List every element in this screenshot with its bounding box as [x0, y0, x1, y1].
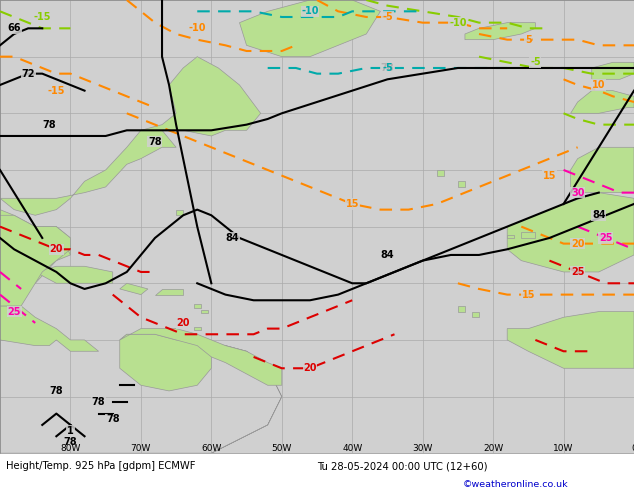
Text: ©weatheronline.co.uk: ©weatheronline.co.uk: [463, 480, 569, 489]
Polygon shape: [0, 57, 261, 283]
Polygon shape: [472, 312, 479, 318]
Text: 20: 20: [49, 245, 63, 254]
Text: 70W: 70W: [131, 444, 151, 453]
Text: -15: -15: [48, 86, 65, 96]
Text: 20: 20: [176, 318, 190, 328]
Text: 78: 78: [106, 414, 120, 424]
Text: -10: -10: [188, 24, 206, 33]
Polygon shape: [240, 0, 380, 57]
Text: 30: 30: [571, 188, 585, 197]
Polygon shape: [186, 333, 194, 336]
Polygon shape: [507, 193, 634, 272]
Text: 78: 78: [63, 437, 77, 447]
Text: 78: 78: [92, 397, 105, 407]
Text: -10: -10: [449, 18, 467, 27]
Text: 15: 15: [543, 171, 556, 181]
Text: 10: 10: [592, 80, 605, 90]
Text: 84: 84: [226, 233, 239, 243]
Polygon shape: [571, 91, 634, 113]
Text: 0: 0: [631, 444, 634, 453]
Polygon shape: [592, 62, 634, 79]
Polygon shape: [0, 306, 99, 351]
Text: -5: -5: [382, 12, 393, 22]
Text: 1: 1: [67, 426, 74, 436]
Text: 15: 15: [522, 290, 535, 299]
Polygon shape: [0, 215, 70, 306]
Text: 25: 25: [8, 307, 21, 317]
Text: 15: 15: [346, 199, 359, 209]
Polygon shape: [458, 306, 465, 312]
Text: 50W: 50W: [271, 444, 292, 453]
Text: 80W: 80W: [60, 444, 81, 453]
Text: 78: 78: [380, 63, 394, 73]
Polygon shape: [201, 310, 208, 313]
Text: 66: 66: [8, 24, 21, 33]
Polygon shape: [458, 181, 465, 187]
Text: 20: 20: [303, 363, 317, 373]
Text: 78: 78: [42, 120, 56, 130]
Text: 10W: 10W: [553, 444, 574, 453]
Text: 78: 78: [49, 386, 63, 396]
Text: Height/Temp. 925 hPa [gdpm] ECMWF: Height/Temp. 925 hPa [gdpm] ECMWF: [6, 461, 196, 471]
Text: -5: -5: [530, 57, 541, 67]
Polygon shape: [194, 327, 201, 330]
Text: 20: 20: [571, 239, 585, 248]
Polygon shape: [507, 235, 514, 238]
Polygon shape: [36, 266, 113, 283]
Polygon shape: [571, 147, 634, 193]
Polygon shape: [120, 329, 281, 385]
Text: 25: 25: [571, 267, 585, 277]
Text: 25: 25: [599, 233, 612, 243]
Polygon shape: [0, 334, 281, 453]
Text: 72: 72: [22, 69, 35, 79]
Text: 5: 5: [525, 35, 532, 45]
Polygon shape: [176, 210, 183, 215]
Text: -10: -10: [301, 6, 319, 16]
Text: 60W: 60W: [201, 444, 221, 453]
Polygon shape: [56, 226, 70, 255]
Text: -5: -5: [382, 63, 393, 73]
Polygon shape: [155, 289, 183, 294]
Text: -15: -15: [34, 12, 51, 22]
Polygon shape: [120, 283, 148, 294]
Polygon shape: [465, 23, 535, 40]
Polygon shape: [521, 232, 535, 238]
Text: 84: 84: [380, 250, 394, 260]
Text: 78: 78: [148, 137, 162, 147]
Polygon shape: [437, 170, 444, 175]
Text: 30W: 30W: [413, 444, 433, 453]
Text: 40W: 40W: [342, 444, 363, 453]
Text: 84: 84: [592, 210, 605, 221]
Text: 20W: 20W: [483, 444, 503, 453]
Polygon shape: [507, 312, 634, 368]
Polygon shape: [194, 304, 201, 308]
Text: Tu 28-05-2024 00:00 UTC (12+60): Tu 28-05-2024 00:00 UTC (12+60): [317, 461, 488, 471]
